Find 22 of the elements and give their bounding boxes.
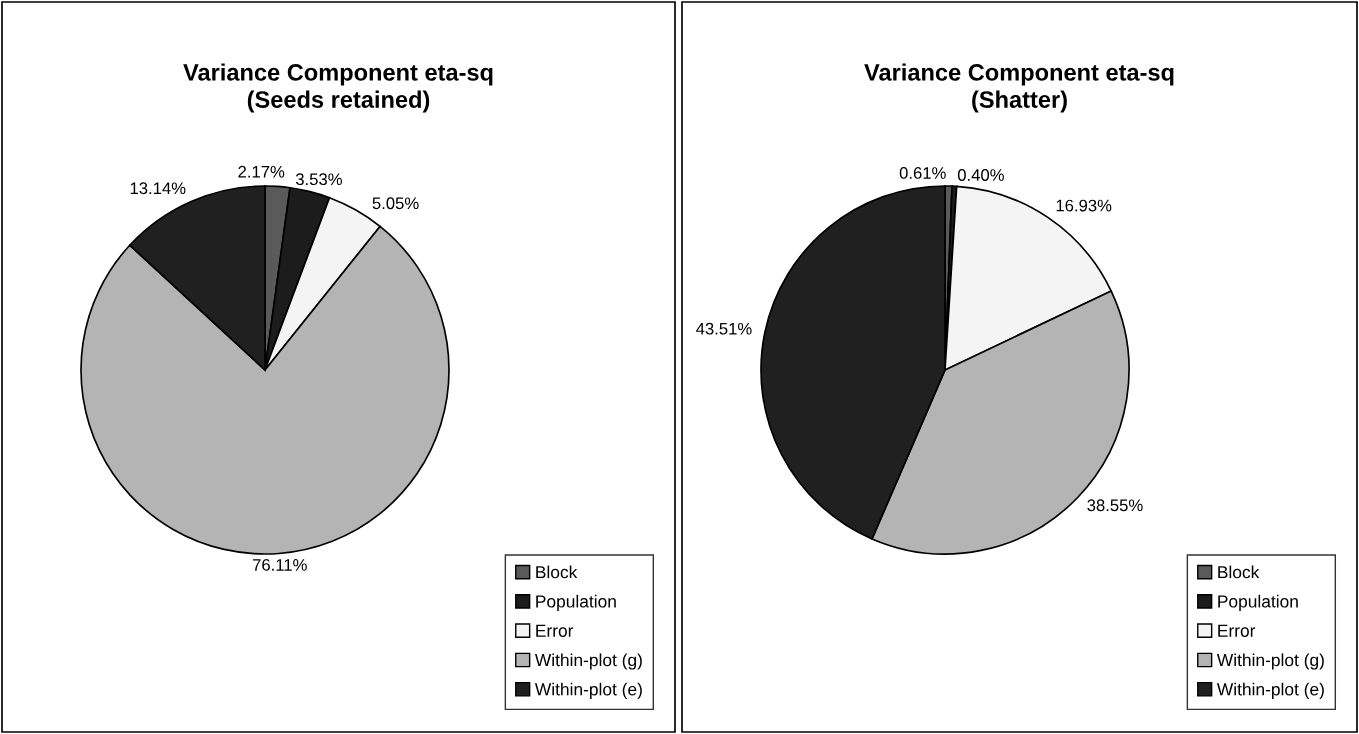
data-label: 5.05% [372, 197, 419, 210]
legend-label: Within-plot (e) [534, 682, 642, 699]
legend-label: Error [1218, 624, 1256, 637]
data-label: 2.17% [238, 165, 285, 178]
data-label: 0.61% [899, 167, 946, 179]
data-label: 0.40% [957, 169, 1004, 181]
legend-label: Within-plot (g) [534, 653, 642, 670]
chart-title: Variance Component eta-sq (Seeds retained) [183, 63, 493, 113]
data-label: 16.93% [1056, 199, 1112, 212]
legend-label: Within-plot (e) [1216, 682, 1324, 699]
data-label: 38.55% [1087, 499, 1143, 512]
data-label: 76.11% [252, 559, 307, 571]
data-label: 43.51% [696, 322, 752, 335]
legend-label: Block [1218, 565, 1260, 579]
legend-label: Block [536, 565, 578, 579]
chart-title: Variance Component eta-sq (Shatter) [864, 63, 1174, 113]
legend-label: Population [536, 594, 616, 612]
legend-label: Population [1218, 594, 1298, 612]
legend-label: Within-plot (g) [1216, 653, 1324, 670]
legend-label: Error [536, 624, 574, 637]
data-label: 13.14% [130, 182, 186, 195]
data-label: 3.53% [295, 173, 342, 186]
